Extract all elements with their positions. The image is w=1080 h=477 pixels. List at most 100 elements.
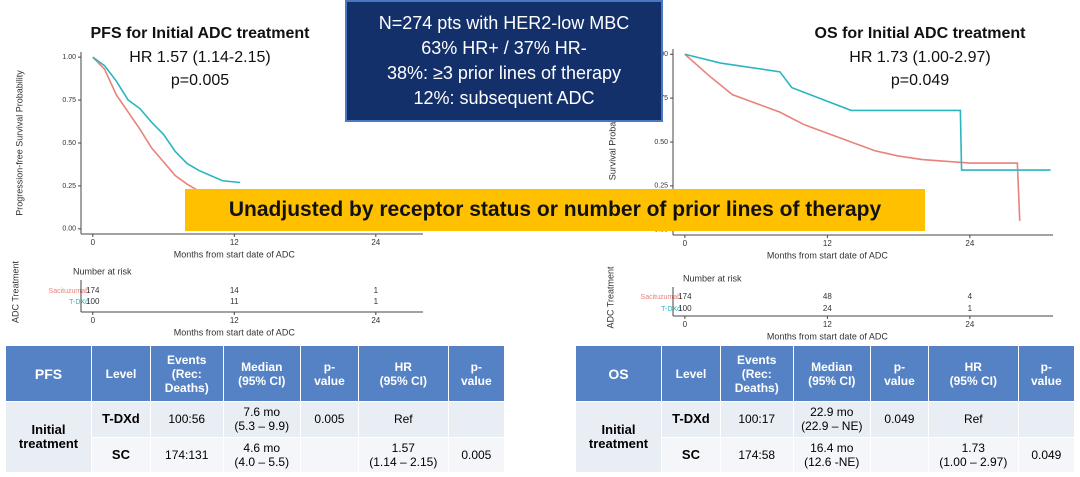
risk-row-name: T-DXd	[661, 306, 681, 313]
survival-curve	[92, 56, 241, 184]
y-tick-label: 0.25	[62, 183, 76, 190]
table-cell: 0.049	[1017, 436, 1076, 473]
risk-x-label: Months from start date of ADC	[767, 331, 889, 341]
y-tick-label: 0.50	[62, 140, 76, 147]
x-axis-label: Months from start date of ADC	[174, 249, 296, 259]
y-axis-label: Survival Probability	[607, 103, 617, 180]
table: PFS Level Events (Rec: Deaths) Median (95% …	[4, 345, 506, 473]
table-cell	[1017, 401, 1076, 438]
x-tick-label: 24	[965, 239, 974, 248]
table-cell: p- value	[299, 345, 359, 402]
x-tick-label: 12	[823, 320, 832, 329]
risk-count: 174	[86, 286, 100, 295]
table-cell: Level	[661, 345, 721, 402]
table-cell: 0.049	[869, 401, 929, 438]
table-cell: 1.57 (1.14 – 2.15)	[357, 436, 449, 473]
table-cell: T-DXd	[661, 401, 721, 438]
table-cell: 7.6 mo (5.3 – 9.9)	[222, 401, 301, 438]
risk-table-title: Number at risk	[683, 273, 742, 283]
table-cell: 0.005	[447, 436, 506, 473]
table-cell: 4.6 mo (4.0 – 5.5)	[222, 436, 301, 473]
risk-count: 1	[968, 304, 973, 313]
table-cell: SC	[91, 436, 151, 473]
table-cell: 174:131	[149, 436, 224, 473]
chart-title: PFS for Initial ADC treatment	[91, 25, 311, 42]
risk-y-label: ADC Treatment	[605, 266, 615, 329]
x-axis-label: Months from start date of ADC	[767, 250, 889, 260]
banner: Unadjusted by receptor status or number …	[185, 189, 925, 231]
table-cell: 174:58	[719, 436, 794, 473]
table-cell: Events (Rec: Deaths)	[719, 345, 794, 402]
table-cell: Median (95% CI)	[222, 345, 301, 402]
table-cell: Initial treatment	[574, 401, 663, 473]
summary-box: N=274 pts with HER2-low MBC 63% HR+ / 37%…	[345, 0, 663, 122]
risk-x-label: Months from start date of ADC	[174, 327, 296, 337]
y-axis-label: Progression-free Survival Probability	[14, 70, 24, 216]
risk-row-name: T-DXd	[69, 299, 89, 306]
risk-count: 11	[230, 297, 239, 306]
x-tick-label: 0	[683, 320, 688, 329]
y-tick-label: 0.75	[62, 97, 76, 104]
table-cell: p- value	[1017, 345, 1076, 402]
table-cell: PFS	[4, 345, 93, 402]
risk-row-name: Sacituzumab	[49, 288, 90, 295]
table-cell: HR (95% CI)	[927, 345, 1019, 402]
x-tick-label: 0	[91, 238, 96, 247]
risk-row-name: Sacituzumab	[641, 294, 682, 301]
risk-count: 100	[678, 304, 692, 313]
y-tick-label: 0.50	[654, 139, 668, 146]
table-cell: HR (95% CI)	[357, 345, 449, 402]
x-tick-label: 24	[371, 238, 380, 247]
table-row: OS Level Events (Rec: Deaths) Median (95% C…	[574, 345, 1076, 402]
table-row: PFS Level Events (Rec: Deaths) Median (95% …	[4, 345, 506, 402]
table-cell: SC	[661, 436, 721, 473]
chart-subtitle: HR 1.73 (1.00-2.97)	[849, 49, 990, 66]
x-tick-label: 24	[371, 316, 380, 325]
annotation: p=0.049	[891, 72, 949, 89]
x-tick-label: 12	[230, 316, 239, 325]
risk-count: 48	[823, 292, 832, 301]
plots: PFS for Initial ADC treatment HR 1.57 (1.…	[10, 25, 1053, 341]
risk-count: 174	[678, 292, 692, 301]
chart-title: OS for Initial ADC treatment	[815, 25, 1027, 42]
table-cell	[299, 436, 359, 473]
risk-count: 100	[86, 297, 100, 306]
table-cell: 100:56	[149, 401, 224, 438]
table-cell: Events (Rec: Deaths)	[149, 345, 224, 402]
table-cell	[447, 401, 506, 438]
table-cell: OS	[574, 345, 663, 402]
y-tick-label: 1.00	[62, 54, 76, 61]
table-cell: T-DXd	[91, 401, 151, 438]
table-cell	[869, 436, 929, 473]
table-cell: Level	[91, 345, 151, 402]
risk-count: 1	[374, 286, 379, 295]
risk-count: 24	[823, 304, 832, 313]
table-cell: 100:17	[719, 401, 794, 438]
table: OS Level Events (Rec: Deaths) Median (95% C…	[574, 345, 1076, 473]
table-row: Initial treatment T-DXd 100:56 7.6 mo (5.3 …	[4, 401, 506, 473]
x-tick-label: 12	[230, 238, 239, 247]
table-cell: p- value	[447, 345, 506, 402]
chart-subtitle: HR 1.57 (1.14-2.15)	[129, 49, 270, 66]
table-cell: 1.73 (1.00 – 2.97)	[927, 436, 1019, 473]
risk-count: 14	[230, 286, 239, 295]
summary-line: 38%: ≥3 prior lines of therapy	[387, 63, 621, 83]
x-tick-label: 12	[823, 239, 832, 248]
table-row: SC 174:131 4.6 mo (4.0 – 5.5) 1.57 (1.14 – …	[6, 436, 506, 473]
table-cell: Ref	[927, 401, 1019, 438]
y-tick-label: 0.25	[654, 183, 668, 190]
survival-curve	[684, 53, 1051, 171]
table-cell: Median (95% CI)	[792, 345, 871, 402]
table-row: SC 174:58 16.4 mo (12.6 -NE) 1.73 (1.00 – 2…	[576, 436, 1076, 473]
table-cell: Initial treatment	[4, 401, 93, 473]
risk-y-label: ADC Treatment	[10, 260, 20, 323]
summary-line: 63% HR+ / 37% HR-	[421, 38, 587, 58]
risk-table-title: Number at risk	[73, 266, 132, 276]
x-tick-label: 0	[91, 316, 96, 325]
summary-line: 12%: subsequent ADC	[413, 88, 595, 108]
table-row: Initial treatment T-DXd 100:17 22.9 mo (22.…	[574, 401, 1076, 473]
table-cell: 22.9 mo (22.9 – NE)	[792, 401, 871, 438]
x-tick-label: 0	[683, 239, 688, 248]
summary-line: N=274 pts with HER2-low MBC	[378, 13, 630, 33]
